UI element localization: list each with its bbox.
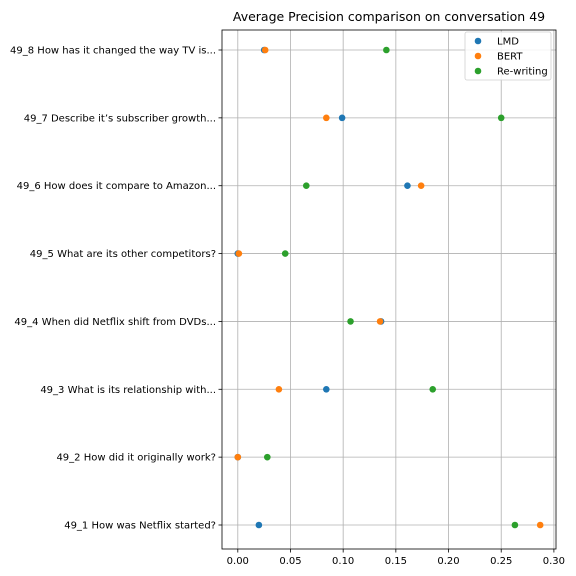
y-tick-label: 49_4 When did Netflix shift from DVDs...	[14, 317, 216, 328]
data-point	[323, 385, 330, 393]
legend-marker	[474, 52, 482, 60]
data-point	[347, 318, 354, 325]
y-tick-label: 49_2 How did it originally work?	[56, 453, 216, 464]
x-tick-label: 0.05	[279, 556, 301, 567]
y-tick-label: 49_1 How was Netflix started?	[64, 521, 216, 532]
data-point	[417, 182, 425, 190]
y-tick-label: 49_3 What is its relationship with...	[40, 385, 216, 396]
chart-title: Average Precision comparison on conversa…	[233, 9, 545, 24]
x-axis: 0.00 0.05 0.10 0.15 0.20 0.25 0.30	[227, 549, 565, 567]
data-point	[281, 250, 289, 257]
data-point	[383, 46, 390, 54]
y-tick-label: 49_6 How does it compare to Amazon...	[17, 181, 216, 192]
data-point	[275, 385, 283, 393]
y-tick-label: 49_8 How has it changed the way TV is...	[10, 46, 216, 57]
data-point	[497, 114, 505, 122]
legend: LMD BERT Re-writing	[464, 31, 552, 81]
data-point	[234, 453, 242, 461]
x-tick-label: 0.25	[490, 556, 512, 567]
legend-label: LMD	[497, 37, 519, 48]
legend-marker	[474, 67, 482, 75]
data-point	[261, 46, 269, 54]
legend-label: BERT	[497, 52, 523, 63]
data-point	[323, 114, 330, 122]
y-tick-label: 49_5 What are its other competitors?	[30, 249, 216, 260]
x-tick-label: 0.15	[385, 556, 407, 567]
data-point	[235, 250, 243, 257]
data-point	[255, 521, 263, 529]
data-points	[234, 46, 544, 529]
legend-marker	[474, 37, 482, 45]
x-tick-label: 0.30	[543, 556, 565, 567]
y-axis: 49_1 How was Netflix started? 49_2 How di…	[10, 46, 222, 532]
data-point	[302, 182, 310, 190]
data-point	[264, 453, 271, 461]
y-tick-label: 49_7 Describe it’s subscriber growth...	[24, 113, 216, 124]
legend-frame	[464, 31, 552, 81]
data-point	[511, 521, 519, 529]
plot-frame	[221, 29, 557, 550]
grid-layer	[222, 30, 556, 549]
data-point	[376, 318, 384, 325]
series-lmd	[234, 46, 411, 529]
legend-label: Re-writing	[497, 67, 548, 78]
data-point	[429, 385, 437, 393]
x-tick-label: 0.20	[437, 556, 459, 567]
data-point	[404, 182, 411, 190]
series-bert	[234, 46, 544, 529]
x-tick-label: 0.00	[227, 556, 249, 567]
series-re-writing	[264, 46, 519, 529]
x-tick-label: 0.10	[332, 556, 354, 567]
data-point	[338, 114, 346, 122]
data-point	[536, 521, 544, 529]
